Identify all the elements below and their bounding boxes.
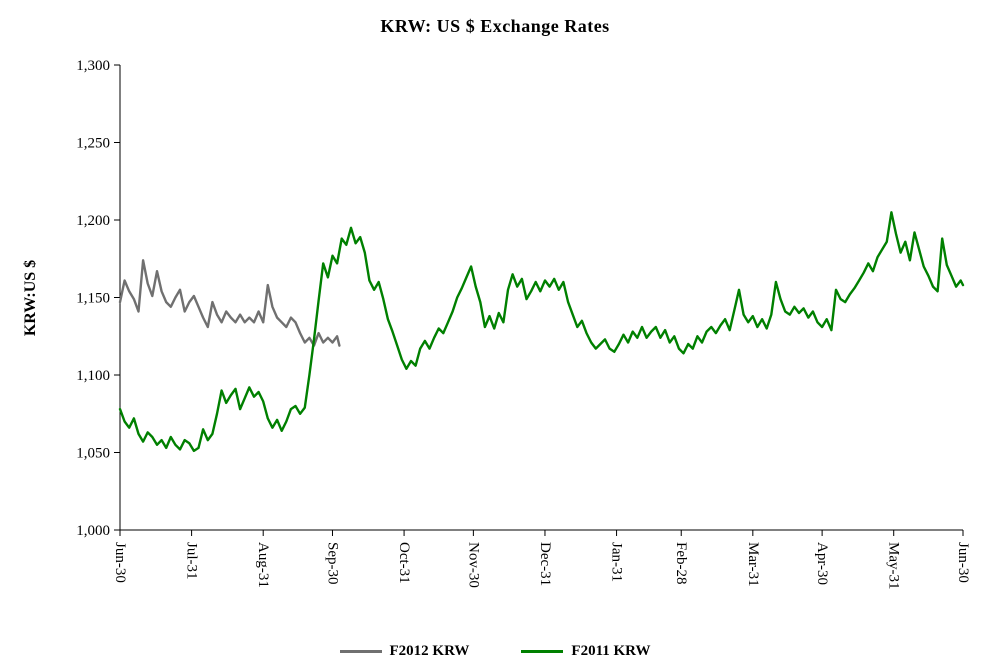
legend-label-f2011: F2011 KRW bbox=[571, 643, 651, 659]
legend-item-f2011: F2011 KRW bbox=[521, 643, 650, 660]
x-tick-label: Mar-31 bbox=[745, 542, 761, 587]
f2012-krw-series-line bbox=[118, 259, 341, 347]
f2011-krw-series-line bbox=[118, 211, 965, 453]
x-tick-label: Dec-31 bbox=[537, 542, 553, 586]
y-tick-label: 1,000 bbox=[76, 523, 110, 539]
x-tick-label: May-31 bbox=[886, 542, 902, 590]
y-tick-label: 1,100 bbox=[76, 368, 110, 384]
x-tick-label: Oct-31 bbox=[396, 542, 412, 584]
f2011-line-swatch bbox=[521, 650, 564, 653]
chart-title: KRW: US $ Exchange Rates bbox=[380, 16, 610, 36]
y-tick-label: 1,150 bbox=[76, 291, 110, 307]
y-tick-label: 1,200 bbox=[76, 213, 110, 229]
y-tick-label: 1,250 bbox=[76, 136, 110, 152]
y-tick-label: 1,300 bbox=[76, 58, 110, 74]
legend-item-f2012: F2012 KRW bbox=[339, 643, 470, 660]
x-tick-label: Jul-31 bbox=[184, 542, 200, 580]
x-tick-label: Apr-30 bbox=[814, 542, 830, 585]
legend: F2012 KRW F2011 KRW bbox=[0, 643, 990, 660]
y-tick-label: 1,050 bbox=[76, 446, 110, 462]
x-tick-label: Aug-31 bbox=[255, 542, 271, 588]
x-tick-label: Feb-28 bbox=[673, 542, 689, 585]
legend-label-f2012: F2012 KRW bbox=[389, 643, 470, 659]
x-tick-label: Jun-30 bbox=[112, 542, 128, 583]
x-tick-label: Jan-31 bbox=[609, 542, 625, 582]
x-tick-label: Sep-30 bbox=[324, 542, 340, 585]
x-tick-label: Nov-30 bbox=[465, 542, 481, 588]
x-tick-label: Jun-30 bbox=[955, 542, 971, 583]
f2012-line-swatch bbox=[339, 650, 382, 653]
